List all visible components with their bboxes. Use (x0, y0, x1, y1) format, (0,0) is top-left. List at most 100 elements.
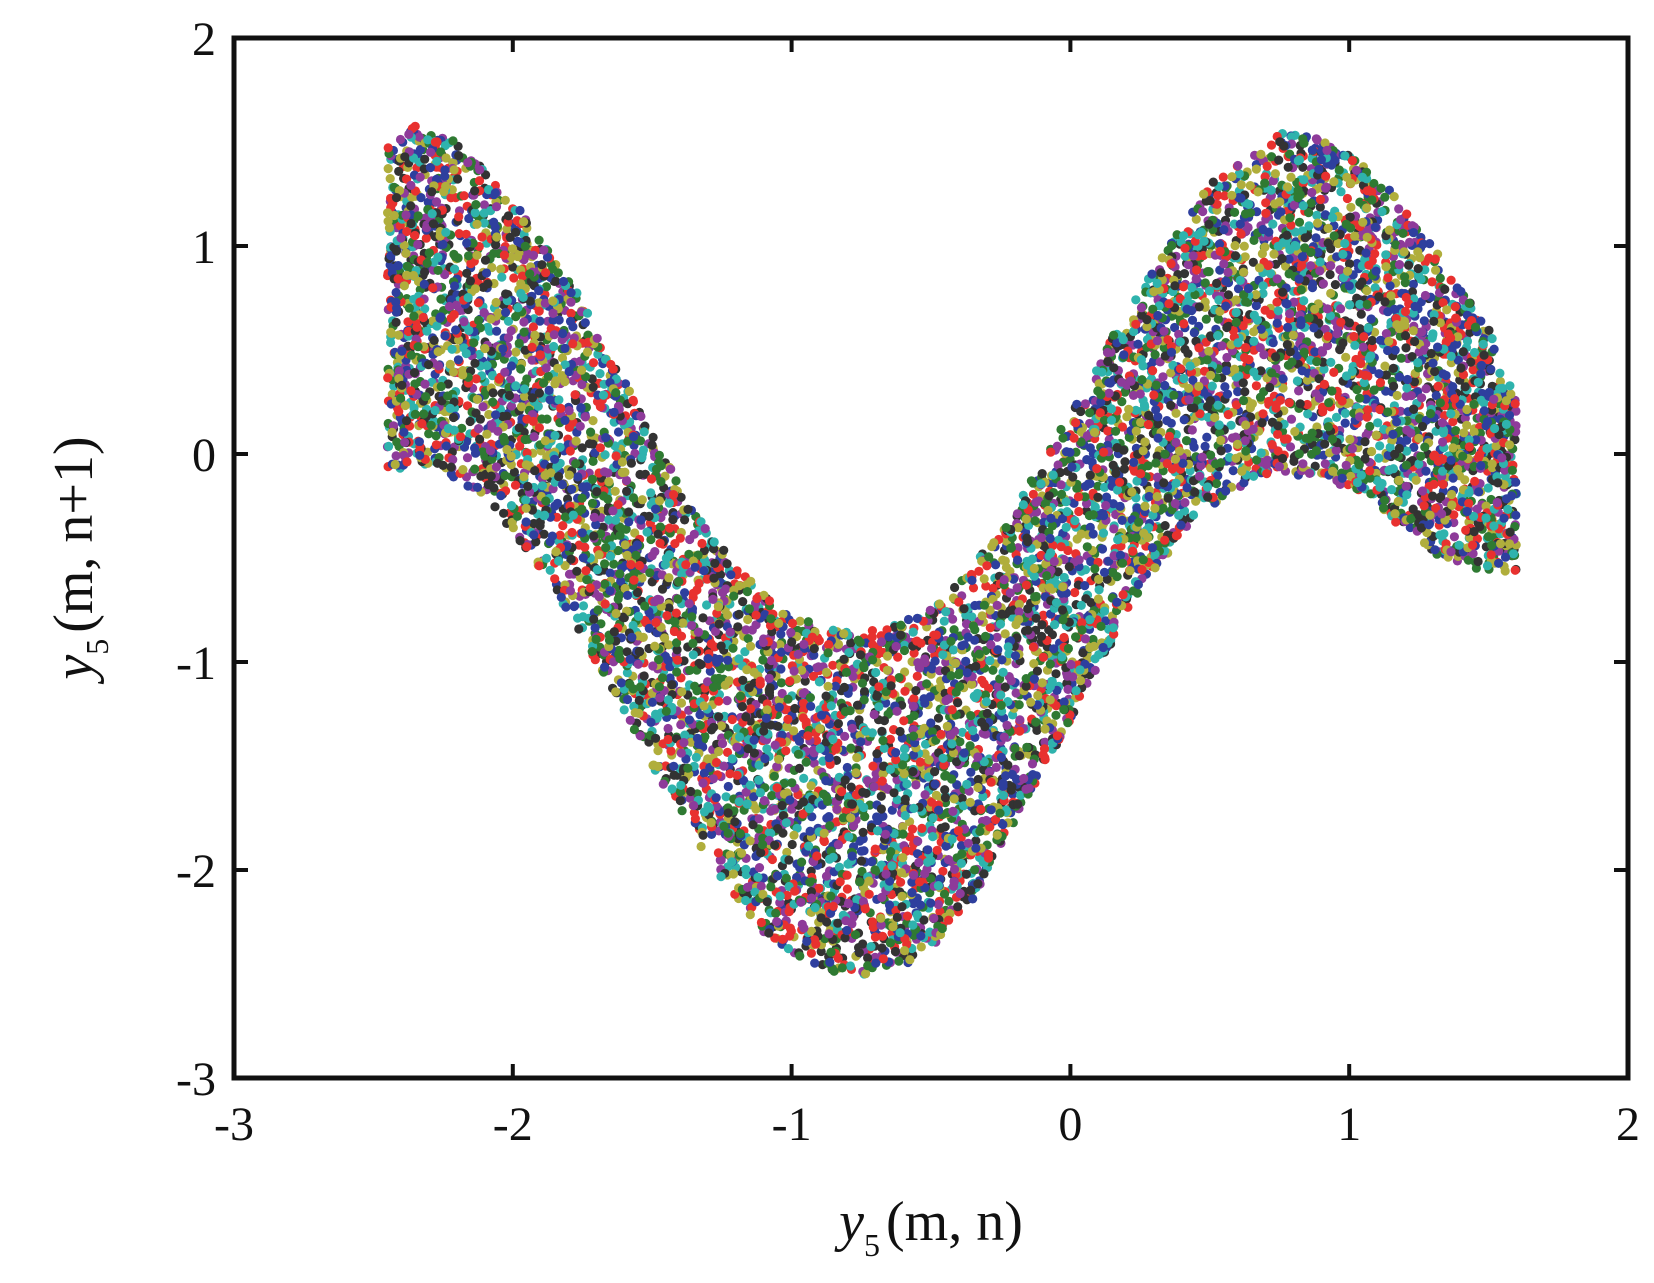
scatter-point (1191, 214, 1201, 224)
scatter-point (1231, 307, 1241, 318)
scatter-point (894, 956, 904, 966)
scatter-point (1472, 504, 1482, 514)
scatter-point (534, 235, 544, 245)
scatter-point (539, 529, 549, 539)
scatter-point (588, 416, 598, 426)
scatter-point (609, 559, 619, 569)
scatter-point (1131, 295, 1141, 305)
scatter-point (490, 180, 500, 191)
scatter-point (726, 570, 736, 580)
scatter-point (714, 696, 724, 706)
scatter-point (1491, 441, 1501, 451)
scatter-point (626, 560, 636, 570)
scatter-point (905, 955, 915, 965)
scatter-point (533, 401, 543, 411)
scatter-point (1345, 434, 1355, 444)
scatter-point (1174, 329, 1184, 339)
scatter-point (1038, 610, 1048, 620)
scatter-point (1349, 331, 1359, 342)
scatter-point (1330, 280, 1340, 290)
scatter-point (751, 620, 761, 630)
scatter-point (544, 385, 554, 395)
scatter-point (948, 645, 959, 655)
scatter-point (1236, 180, 1246, 190)
scatter-point (1384, 185, 1394, 195)
scatter-point (809, 758, 819, 768)
scatter-point (650, 547, 660, 557)
scatter-point (1378, 503, 1389, 513)
scatter-point (1387, 485, 1397, 495)
scatter-point (475, 434, 485, 444)
scatter-point (821, 871, 832, 881)
scatter-point (677, 569, 687, 579)
scatter-point (938, 866, 948, 876)
scatter-point (1258, 288, 1268, 299)
scatter-point (391, 451, 401, 461)
scatter-point (541, 282, 552, 292)
scatter-point (574, 624, 584, 634)
scatter-point (474, 424, 484, 434)
scatter-point (795, 616, 805, 626)
scatter-point (774, 695, 784, 706)
scatter-point (1315, 202, 1325, 212)
scatter-point (816, 946, 826, 957)
scatter-point (647, 577, 657, 587)
scatter-point (899, 946, 910, 956)
scatter-point (979, 574, 989, 584)
scatter-point (1453, 464, 1463, 474)
scatter-point (516, 364, 526, 374)
scatter-point (1320, 439, 1330, 449)
scatter-point (1160, 380, 1170, 391)
scatter-point (667, 784, 677, 794)
scatter-point (459, 191, 469, 201)
scatter-point (1031, 717, 1041, 727)
scatter-point (988, 665, 998, 675)
scatter-point (1369, 385, 1379, 395)
scatter-point (971, 836, 981, 846)
scatter-point (385, 174, 395, 184)
scatter-point (577, 443, 587, 453)
scatter-point (863, 776, 873, 786)
scatter-point (728, 643, 738, 653)
scatter-point (1419, 316, 1429, 326)
scatter-point (461, 229, 471, 239)
scatter-point (1482, 443, 1492, 454)
scatter-point (911, 780, 921, 790)
scatter-point (646, 488, 656, 498)
scatter-point (935, 907, 945, 917)
scatter-point (610, 486, 620, 496)
scatter-point (916, 942, 926, 952)
scatter-point (1389, 192, 1399, 202)
scatter-point (605, 568, 615, 578)
scatter-point (782, 890, 792, 901)
scatter-points (382, 121, 1521, 979)
scatter-point (637, 495, 647, 505)
scatter-point (1266, 140, 1277, 150)
scatter-point (1131, 426, 1141, 436)
scatter-point (722, 696, 732, 706)
scatter-point (664, 603, 674, 613)
scatter-point (1281, 261, 1291, 271)
scatter-point (1331, 412, 1342, 422)
scatter-point (759, 796, 769, 806)
scatter-point (1392, 390, 1402, 401)
scatter-point (624, 517, 634, 527)
scatter-point (1385, 281, 1395, 291)
scatter-point (968, 583, 979, 593)
scatter-point (668, 515, 678, 525)
scatter-point (1219, 225, 1229, 235)
scatter-point (687, 620, 697, 631)
scatter-point (1228, 466, 1238, 476)
scatter-point (1320, 459, 1330, 469)
scatter-point (900, 794, 910, 804)
scatter-point (454, 229, 464, 239)
scatter-point (738, 597, 748, 607)
scatter-point (1051, 710, 1061, 720)
scatter-point (505, 375, 515, 385)
scatter-point (431, 431, 441, 441)
scatter-point (940, 785, 950, 795)
scatter-point (716, 721, 727, 731)
scatter-point (930, 656, 940, 666)
scatter-point (1416, 274, 1426, 284)
